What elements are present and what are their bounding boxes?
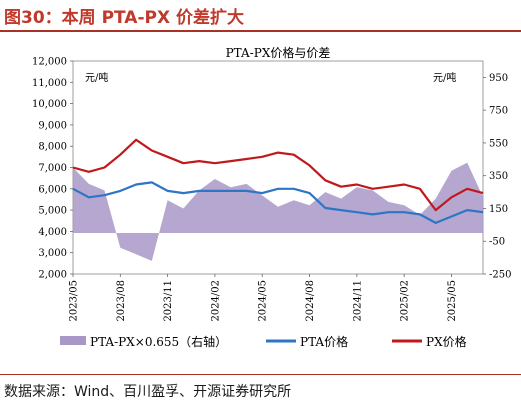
right-axis-tick-label: 350 (489, 171, 508, 182)
x-axis-tick-label: 2025/05 (447, 280, 458, 322)
x-axis-tick-label: 2024/02 (210, 280, 221, 322)
left-axis-tick-label: 10,000 (32, 99, 67, 110)
source-note: 数据来源：Wind、百川盈孚、开源证券研究所 (4, 384, 292, 400)
right-unit-label: 元/吨 (433, 71, 456, 84)
left-axis-tick-label: 4,000 (38, 227, 67, 238)
chart: 2,000 3,000 4,000 5,000 6,000 7,000 8,000 9,000… (32, 45, 511, 349)
left-axis-tick-label: 11,000 (32, 78, 67, 89)
left-axis-tick-label: 5,000 (38, 206, 67, 217)
x-axis-tick-label: 2024/11 (352, 280, 363, 322)
left-unit-label: 元/吨 (85, 71, 108, 84)
left-axis-tick-label: 2,000 (38, 270, 67, 281)
spread-area (73, 162, 483, 261)
x-axis-tick-label: 2025/02 (400, 280, 411, 322)
left-axis-tick-label: 3,000 (38, 248, 67, 259)
left-axis-tick-label: 9,000 (38, 120, 67, 131)
right-axis-tick-label: 750 (489, 106, 508, 117)
title-rule (0, 30, 521, 32)
legend-pta-label: PTA价格 (300, 334, 348, 349)
figure-title: 图30：本周 PTA-PX 价差扩大 (4, 8, 245, 28)
legend-spread-label: PTA-PX×0.655（右轴） (90, 334, 227, 349)
x-axis-tick-label: 2024/08 (305, 280, 316, 322)
chart-title: PTA-PX价格与价差 (226, 45, 331, 60)
legend-px-label: PX价格 (426, 334, 467, 349)
price-line-layer (72, 138, 484, 224)
left-axis-tick-label: 7,000 (38, 163, 67, 174)
footer-rule (0, 374, 521, 375)
left-axis-tick-label: 6,000 (38, 184, 67, 195)
x-axis-tick-label: 2024/05 (258, 280, 269, 322)
right-axis-tick-label: 950 (489, 73, 508, 84)
px-price-line (72, 138, 484, 212)
spread-area-layer (73, 162, 483, 261)
legend: PTA-PX×0.655（右轴） PTA价格 PX价格 (60, 334, 467, 349)
right-axis-tick-label: 550 (489, 138, 508, 149)
pta-price-line (72, 181, 484, 224)
left-axis-tick-label: 8,000 (38, 142, 67, 153)
left-axis-tick-label: 12,000 (32, 57, 67, 68)
right-axis-tick-label: -50 (489, 237, 505, 248)
x-axis-tick-label: 2023/08 (116, 280, 127, 322)
x-axis-tick-label: 2023/11 (163, 280, 174, 322)
right-axis-tick-label: 150 (489, 204, 508, 215)
right-axis-tick-label: -250 (489, 270, 511, 281)
legend-spread-swatch (60, 336, 86, 345)
axis-layer: 2,000 3,000 4,000 5,000 6,000 7,000 8,000 9,000… (32, 57, 511, 322)
x-axis-tick-label: 2023/05 (69, 280, 80, 322)
